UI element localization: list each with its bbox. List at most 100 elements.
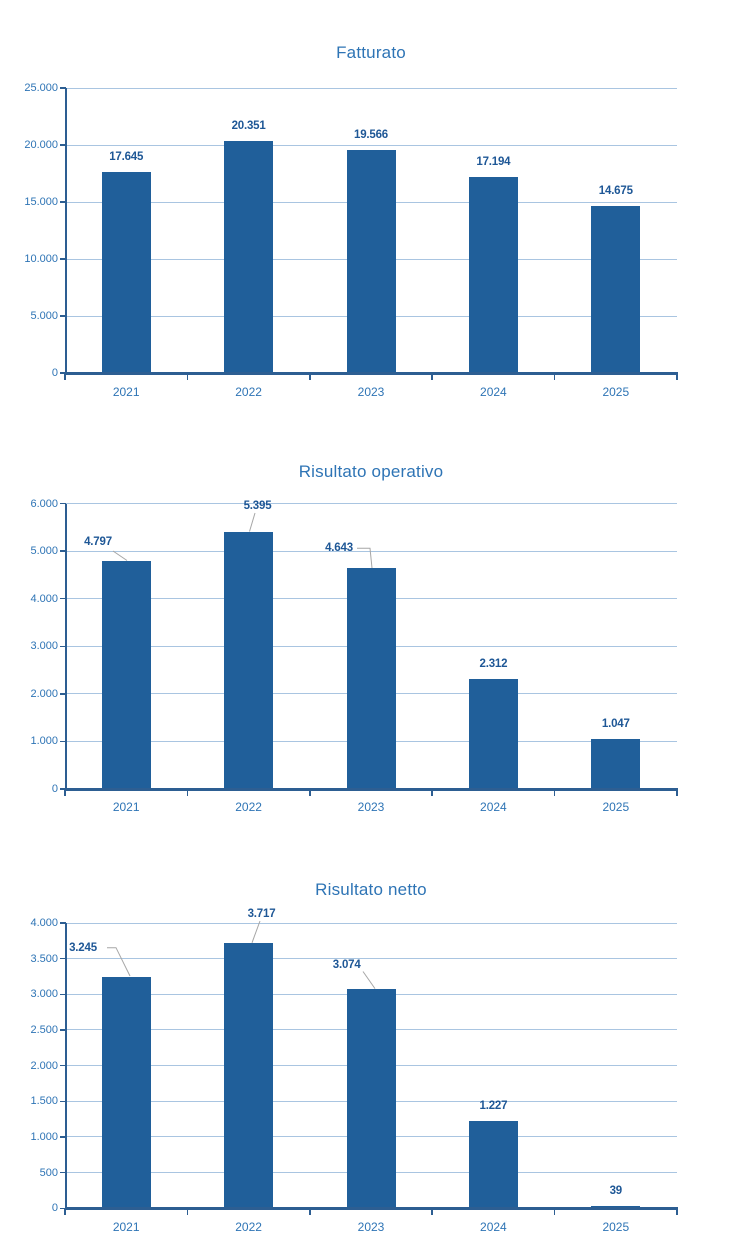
- y-axis-tick: [60, 87, 66, 89]
- y-axis-tick: [60, 1064, 66, 1067]
- y-axis-line: [65, 503, 67, 789]
- value-label: 2.312: [479, 657, 508, 670]
- y-axis-label: 500: [39, 1166, 58, 1179]
- y-axis-tick: [60, 1207, 66, 1210]
- value-label: 5.395: [243, 500, 272, 512]
- x-axis-tick: [186, 374, 189, 380]
- y-axis-label: 1.000: [30, 1130, 58, 1143]
- gridline: [65, 503, 677, 504]
- x-axis-line: [65, 788, 678, 791]
- y-axis-label: 25.000: [24, 82, 58, 94]
- x-axis-label: 2024: [480, 1219, 507, 1234]
- bar-2023: [346, 568, 396, 789]
- x-axis-label: 2022: [235, 800, 262, 814]
- value-label: 3.717: [247, 908, 276, 920]
- gridline: [65, 87, 677, 89]
- bar-2021: [101, 976, 151, 1209]
- y-axis-label: 0: [51, 783, 58, 795]
- value-label: 4.797: [84, 536, 112, 548]
- bar-2024: [468, 1120, 518, 1209]
- x-axis-tick: [676, 790, 678, 796]
- chart-fatturato: Fatturato 0 5.000 10.000 15.000 20.000 25.000…: [0, 0, 744, 420]
- bar-2025: [591, 1205, 641, 1209]
- y-axis-label: 5.000: [30, 310, 58, 322]
- bar-2022: [224, 943, 274, 1209]
- gridline: [65, 958, 677, 960]
- x-axis-label: 2021: [112, 384, 140, 399]
- value-label: 4.643: [325, 542, 353, 555]
- bar-2024: [468, 678, 518, 789]
- x-axis-label: 2023: [357, 1219, 385, 1234]
- x-axis-label: 2021: [112, 1219, 140, 1234]
- y-axis-label: 15.000: [24, 196, 58, 208]
- gridline: [65, 922, 677, 924]
- y-axis-label: 4.000: [30, 592, 58, 605]
- leader-line: [249, 512, 256, 532]
- y-axis-tick: [60, 144, 66, 146]
- y-axis-tick: [60, 740, 66, 743]
- y-axis-label: 3.500: [30, 952, 58, 965]
- x-axis-line: [65, 372, 678, 375]
- y-axis-tick: [60, 315, 66, 317]
- x-axis-tick: [186, 1209, 189, 1216]
- y-axis-label: 6.000: [30, 497, 58, 510]
- y-axis-label: 20.000: [24, 139, 58, 151]
- y-axis-tick: [60, 502, 66, 505]
- value-label: 3.074: [332, 959, 361, 971]
- x-axis-label: 2022: [235, 1219, 262, 1234]
- y-axis-line: [65, 88, 67, 373]
- x-axis-label: 2024: [480, 384, 507, 399]
- bar-2022: [224, 532, 274, 789]
- y-axis-tick: [60, 1136, 66, 1138]
- x-axis-label: 2025: [602, 384, 630, 399]
- chart-title: Risultato netto: [315, 880, 427, 899]
- y-axis-label: 4.000: [30, 917, 58, 929]
- x-axis-tick: [553, 790, 556, 796]
- bar-2025: [591, 739, 641, 789]
- y-axis-tick: [60, 258, 66, 260]
- y-axis-label: 0: [51, 1202, 58, 1215]
- y-axis-tick: [60, 922, 66, 924]
- y-axis-label: 2.000: [30, 1059, 58, 1072]
- y-axis-label: 1.500: [30, 1095, 58, 1108]
- x-axis-label: 2025: [602, 800, 630, 814]
- x-axis-tick: [431, 1209, 433, 1216]
- bar-2023: [346, 149, 396, 373]
- x-axis-label: 2023: [357, 800, 385, 814]
- value-label: 39: [609, 1184, 623, 1197]
- x-axis-label: 2022: [235, 384, 262, 399]
- x-axis-tick: [553, 1209, 556, 1216]
- y-axis-tick: [60, 1100, 66, 1103]
- value-label: 19.566: [354, 128, 388, 141]
- x-axis-tick: [64, 1209, 66, 1216]
- y-axis-label: 1.000: [30, 735, 58, 748]
- x-axis-line: [65, 1207, 678, 1210]
- y-axis-tick: [60, 1029, 66, 1031]
- leader-line: [251, 920, 261, 943]
- value-label: 3.245: [69, 941, 97, 954]
- value-label: 14.675: [598, 184, 633, 197]
- bar-2022: [224, 140, 274, 373]
- y-axis-tick: [60, 597, 66, 600]
- y-axis-tick: [60, 1171, 66, 1174]
- leader-line: [112, 550, 128, 561]
- x-axis-label: 2024: [480, 800, 507, 814]
- bar-2021: [101, 560, 151, 789]
- gridline: [65, 144, 677, 146]
- x-axis-tick: [309, 790, 311, 796]
- chart-risultato-netto: Risultato netto 0 500 1.000 1.500 2.000 2.500…: [0, 838, 744, 1256]
- x-axis-tick: [676, 1209, 678, 1216]
- y-axis-tick: [60, 550, 66, 552]
- y-axis-label: 2.500: [30, 1023, 58, 1036]
- x-axis-label: 2023: [357, 384, 385, 399]
- bar-2024: [468, 176, 518, 373]
- bar-2023: [346, 989, 396, 1209]
- x-axis-label: 2025: [602, 1219, 630, 1234]
- x-axis-tick: [64, 374, 66, 380]
- chart-title: Risultato operativo: [298, 462, 444, 481]
- x-axis-label: 2021: [112, 800, 140, 814]
- value-label: 17.194: [476, 155, 511, 168]
- x-axis-tick: [431, 374, 433, 380]
- leader-line: [362, 971, 376, 989]
